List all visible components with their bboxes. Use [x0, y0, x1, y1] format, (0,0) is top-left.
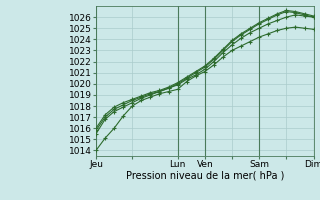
X-axis label: Pression niveau de la mer( hPa ): Pression niveau de la mer( hPa ) — [126, 171, 284, 181]
